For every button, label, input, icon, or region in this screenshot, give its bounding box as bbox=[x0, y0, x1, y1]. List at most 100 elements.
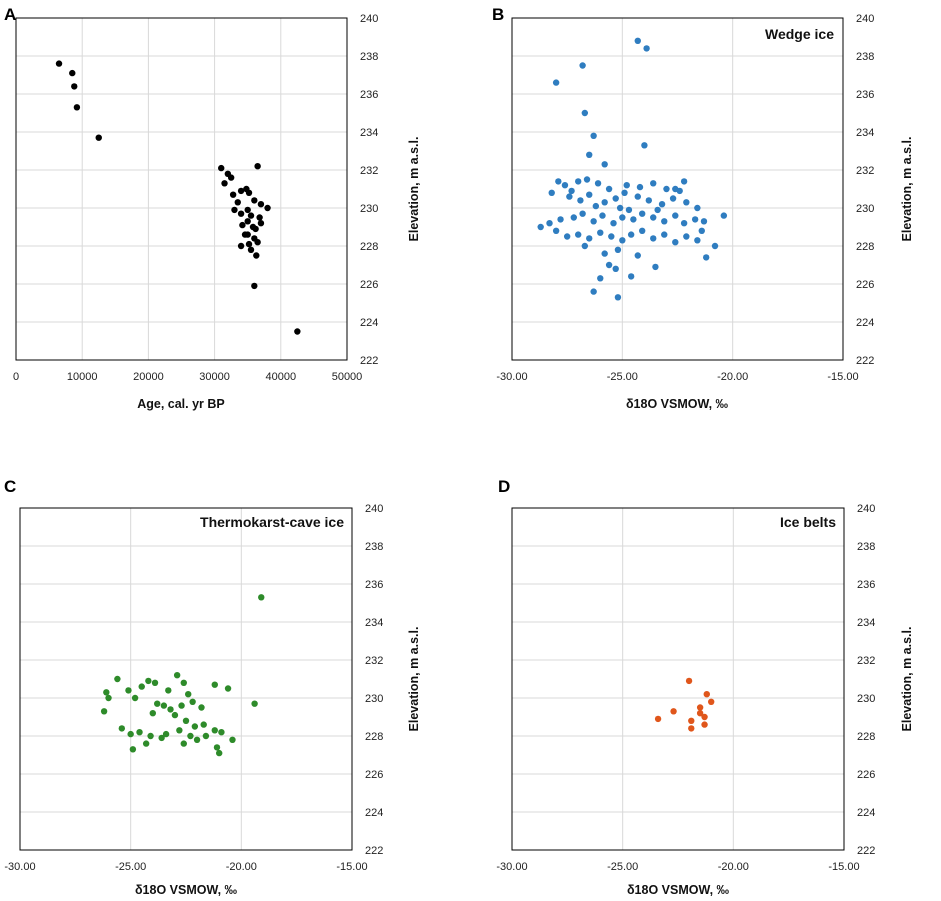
y-tick-label: 236 bbox=[360, 89, 378, 101]
data-point bbox=[638, 210, 646, 217]
data-point bbox=[586, 191, 593, 198]
data-point bbox=[621, 189, 628, 196]
data-point bbox=[145, 677, 152, 685]
y-tick-label: 228 bbox=[857, 731, 875, 743]
data-point bbox=[244, 218, 251, 225]
y-tick-label: 238 bbox=[857, 541, 875, 553]
x-tick-label: -25.00 bbox=[115, 861, 146, 873]
data-point bbox=[245, 189, 253, 196]
data-point bbox=[187, 732, 194, 740]
data-point bbox=[608, 233, 615, 240]
data-point bbox=[720, 212, 728, 219]
data-point bbox=[154, 700, 161, 707]
y-tick-labels: 222 224 226 228 230 232 234 236 238 240 bbox=[365, 503, 383, 857]
data-point bbox=[669, 195, 677, 202]
data-point bbox=[258, 594, 265, 601]
data-point bbox=[612, 265, 619, 272]
data-point bbox=[700, 218, 708, 225]
x-axis-label: δ18O VSMOW, ‰ bbox=[626, 397, 729, 411]
y-tick-label: 228 bbox=[365, 731, 383, 743]
x-tick-label: 20000 bbox=[133, 371, 164, 383]
panel-c: C Thermokarst-cave ice -30.00 -25.00 -20.0… bbox=[4, 477, 421, 897]
y-tick-label: 224 bbox=[857, 807, 875, 819]
gridlines bbox=[19, 507, 353, 851]
data-point bbox=[557, 216, 564, 223]
data-point bbox=[251, 197, 258, 204]
x-axis-label: δ18O VSMOW, ‰ bbox=[135, 883, 238, 897]
data-point bbox=[566, 193, 573, 200]
data-point bbox=[185, 691, 192, 698]
data-point bbox=[643, 45, 650, 52]
data-point bbox=[158, 734, 165, 742]
x-axis-label: δ18O VSMOW, ‰ bbox=[627, 883, 730, 897]
x-tick-label: -30.00 bbox=[4, 861, 35, 873]
x-tick-label: -15.00 bbox=[828, 861, 859, 873]
data-point bbox=[636, 183, 644, 191]
data-point bbox=[597, 229, 604, 236]
data-point bbox=[69, 69, 76, 77]
data-points bbox=[55, 60, 301, 335]
data-point bbox=[672, 239, 679, 246]
data-point bbox=[129, 746, 137, 753]
data-point bbox=[239, 221, 246, 229]
data-point bbox=[229, 736, 236, 743]
data-point bbox=[661, 218, 668, 225]
panel-a: A 0 10000 20000 30000 40000 50000 22222422622… bbox=[4, 5, 421, 411]
data-point bbox=[592, 202, 600, 210]
x-tick-label: -30.00 bbox=[496, 371, 527, 383]
data-point bbox=[645, 197, 653, 204]
data-points bbox=[654, 677, 715, 732]
data-point bbox=[575, 231, 582, 238]
y-axis-label: Elevation, m a.s.l. bbox=[407, 627, 421, 732]
y-tick-label: 230 bbox=[365, 693, 383, 705]
data-point bbox=[149, 710, 156, 717]
data-point bbox=[630, 216, 637, 223]
data-point bbox=[151, 679, 159, 686]
data-point bbox=[634, 252, 641, 259]
data-point bbox=[71, 83, 78, 90]
data-point bbox=[552, 79, 560, 86]
data-point bbox=[244, 206, 251, 214]
panel-label: B bbox=[492, 5, 504, 24]
data-point bbox=[614, 246, 622, 253]
data-point bbox=[237, 210, 245, 217]
data-point bbox=[136, 729, 143, 736]
data-point bbox=[601, 250, 608, 257]
data-point bbox=[661, 231, 668, 238]
data-point bbox=[586, 235, 593, 242]
data-point bbox=[575, 178, 582, 185]
data-point bbox=[702, 254, 710, 261]
chart-title: Thermokarst-cave ice bbox=[200, 514, 344, 530]
data-point bbox=[579, 62, 586, 69]
y-tick-label: 228 bbox=[360, 241, 378, 253]
data-point bbox=[619, 214, 626, 221]
plot-frame bbox=[15, 17, 348, 361]
data-point bbox=[708, 698, 715, 705]
y-tick-label: 234 bbox=[365, 617, 383, 629]
data-point bbox=[652, 263, 659, 271]
data-points bbox=[537, 37, 728, 301]
data-point bbox=[583, 176, 591, 183]
data-point bbox=[625, 206, 633, 214]
data-point bbox=[176, 727, 183, 734]
data-point bbox=[685, 677, 693, 685]
data-point bbox=[703, 691, 710, 698]
data-point bbox=[601, 161, 608, 168]
data-point bbox=[594, 180, 602, 187]
data-point bbox=[650, 214, 657, 221]
data-point bbox=[577, 197, 584, 204]
data-point bbox=[555, 178, 562, 185]
x-tick-labels: -30.00 -25.00 -20.00 -15.00 bbox=[496, 371, 858, 383]
data-point bbox=[218, 729, 225, 736]
x-tick-label: -25.00 bbox=[607, 371, 638, 383]
data-point bbox=[672, 212, 679, 219]
plot-frame bbox=[19, 507, 353, 851]
data-point bbox=[138, 683, 145, 690]
y-tick-label: 232 bbox=[365, 655, 383, 667]
data-points bbox=[100, 594, 265, 757]
panel-d: D Ice belts -30.00 -25.00 -20.00 -15.00 222… bbox=[496, 477, 914, 897]
y-tick-label: 240 bbox=[856, 13, 874, 25]
x-tick-label: 10000 bbox=[67, 371, 98, 383]
data-point bbox=[125, 687, 132, 694]
data-point bbox=[118, 725, 126, 732]
